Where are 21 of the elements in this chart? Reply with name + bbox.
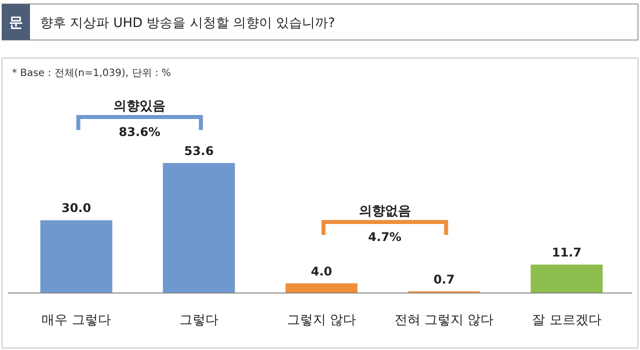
annotation: 의향없음	[358, 204, 411, 219]
x-tick-label: 전혀 그렇지 않다	[394, 313, 494, 328]
x-tick-label: 그렇지 않다	[286, 313, 356, 328]
data-label: 0.7	[433, 272, 455, 286]
bar	[286, 283, 358, 293]
bar	[530, 264, 603, 293]
bar	[40, 220, 112, 293]
data-label: 53.6	[184, 144, 214, 158]
x-tick-label: 매우 그렇다	[42, 313, 111, 328]
text: 83.6%	[118, 125, 160, 139]
data-label: 11.7	[552, 246, 582, 260]
text: 문	[9, 15, 23, 31]
text: 의향있음	[114, 99, 166, 114]
text: * Base : 전체(n=1,039), 단위 : %	[12, 68, 171, 79]
chart-title: 향후 지상파 UHD 방송을 시청할 의향이 있습니까?	[40, 16, 335, 31]
x-tick-label: 잘 모르겠다	[532, 313, 602, 328]
data-label: 4.0	[310, 264, 332, 278]
bar	[162, 163, 235, 293]
x-tick-label: 그렇다	[179, 313, 218, 328]
data-label: 30.0	[61, 201, 92, 216]
annotation: 4.7%	[368, 230, 402, 244]
